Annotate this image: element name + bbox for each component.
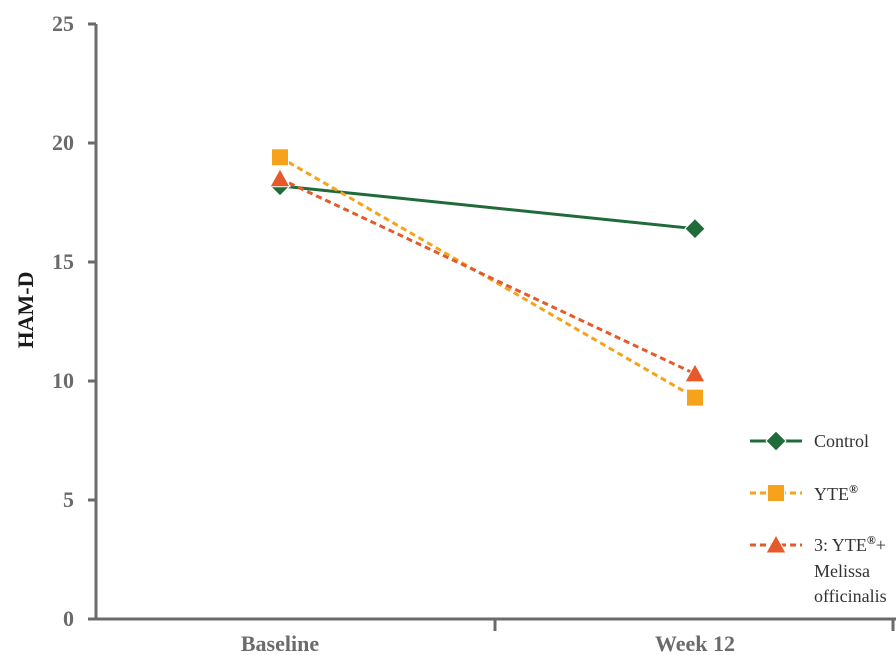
y-tick-label: 5 — [63, 487, 74, 512]
legend-swatch-yte-melissa — [750, 533, 802, 554]
data-point-control — [684, 217, 706, 240]
legend-label-yte-melissa-line1: 3: YTE®+ — [814, 533, 886, 555]
y-axis-label: HAM-D — [13, 272, 38, 349]
data-point-yte — [686, 388, 704, 407]
legend-item-control: Control — [750, 430, 869, 452]
data-point-yte — [271, 148, 289, 167]
y-tick-label: 0 — [63, 606, 74, 631]
series-line-yte — [279, 155, 696, 399]
y-tick-label: 20 — [52, 130, 74, 155]
data-point-yte_melissa — [684, 362, 706, 383]
legend-marker-yte_melissa — [765, 533, 787, 554]
data-point-yte_melissa — [269, 167, 291, 188]
legend-marker-control — [765, 430, 787, 452]
y-ticks: 0 5 10 15 20 25 — [52, 11, 96, 631]
legend-item-yte: YTE® — [750, 482, 858, 504]
legend-swatch-yte — [750, 484, 802, 502]
legend: Control YTE® 3: YTE®+ Melissa officinali… — [750, 430, 887, 606]
axes — [94, 24, 896, 621]
y-tick-label: 25 — [52, 11, 74, 36]
legend-label-yte-melissa-line3: officinalis — [814, 586, 887, 606]
x-tick-label: Baseline — [241, 631, 319, 655]
legend-label-control: Control — [814, 431, 869, 451]
legend-swatch-control — [750, 430, 802, 452]
legend-marker-yte — [767, 484, 785, 502]
series-line-yte_melissa — [279, 177, 696, 376]
series-control — [269, 175, 706, 240]
series-line-control — [279, 184, 696, 231]
y-tick-label: 15 — [52, 249, 74, 274]
series-yte — [271, 148, 704, 407]
legend-item-yte-melissa: 3: YTE®+ Melissa officinalis — [750, 533, 887, 606]
series-yte_melissa — [269, 167, 706, 383]
x-ticks: Baseline Week 12 — [241, 619, 895, 655]
legend-label-yte-melissa-line2: Melissa — [814, 561, 870, 581]
series-layer — [269, 148, 706, 407]
legend-label-yte: YTE® — [814, 482, 858, 504]
x-tick-label: Week 12 — [655, 631, 735, 655]
y-tick-label: 10 — [52, 368, 74, 393]
